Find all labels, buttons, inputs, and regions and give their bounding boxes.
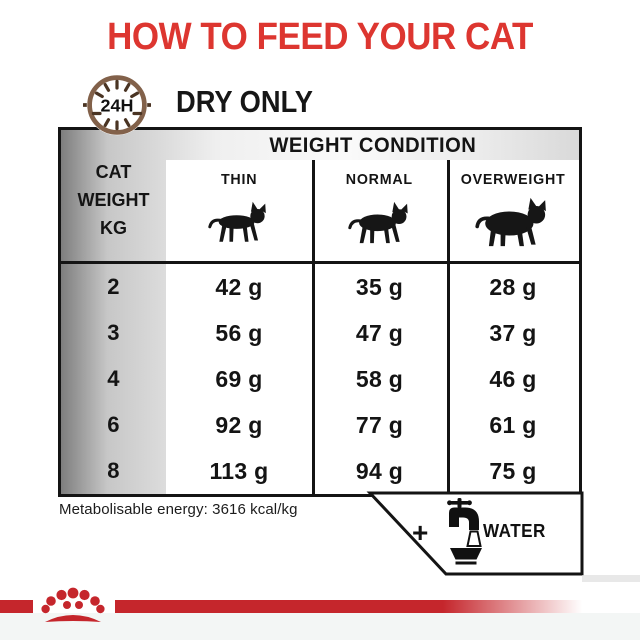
- column-divider-1: [312, 160, 315, 494]
- table-row: 3 56 g 47 g 37 g: [61, 310, 579, 356]
- dry-only-label: DRY ONLY: [176, 84, 313, 119]
- normal-ration-cell: 35 g: [355, 273, 404, 300]
- clock-24h-label: 24H: [101, 96, 134, 116]
- overweight-cat-icon: [475, 198, 546, 247]
- column-thin: THIN: [166, 160, 312, 261]
- plus-sign: +: [412, 517, 429, 548]
- table-body: 2 42 g 35 g 28 g 3 56 g 47 g 37 g 4 69 g…: [61, 264, 579, 494]
- column-normal: NORMAL: [312, 160, 447, 261]
- water-tap-icon: [447, 498, 482, 565]
- cat-weight-cell: 4: [107, 366, 120, 391]
- water-label: WATER: [483, 521, 546, 541]
- thin-ration-cell: 42 g: [215, 273, 263, 300]
- packaging-edge: [582, 575, 640, 582]
- page-title: HOW TO FEED YOUR CAT: [107, 16, 533, 58]
- cat-weight-cell: 8: [107, 458, 120, 483]
- normal-ration-cell: 47 g: [355, 319, 404, 346]
- table-row: 2 42 g 35 g 28 g: [61, 264, 579, 310]
- weight-condition-header: WEIGHT CONDITION: [268, 133, 477, 157]
- cat-weight-kg-header: CAT WEIGHT KG: [77, 162, 150, 238]
- overweight-ration-cell: 28 g: [489, 273, 537, 300]
- brand-crown-icon: [41, 587, 105, 622]
- feeding-table: WEIGHT CONDITION CAT WEIGHT KG THIN: [58, 127, 582, 497]
- table-row: 8 113 g 94 g 75 g: [61, 448, 579, 494]
- thin-ration-cell: 69 g: [215, 365, 263, 392]
- thin-ration-cell: 92 g: [215, 411, 263, 438]
- header-separator-line: [61, 261, 579, 264]
- cat-weight-cell: 6: [107, 412, 120, 437]
- thin-cat-icon: [208, 202, 266, 243]
- overweight-ration-cell: 61 g: [489, 411, 537, 438]
- cat-weight-cell: 2: [107, 274, 120, 299]
- cat-weight-cell: 3: [107, 320, 120, 345]
- overweight-ration-cell: 75 g: [489, 457, 537, 484]
- normal-ration-cell: 94 g: [355, 457, 404, 484]
- metabolisable-energy-note: Metabolisable energy: 3616 kcal/kg: [59, 501, 298, 518]
- footer-band: [0, 613, 640, 640]
- overweight-ration-cell: 37 g: [489, 319, 537, 346]
- normal-cat-icon: [347, 201, 408, 243]
- footer-red-bar-left: [0, 600, 33, 613]
- normal-ration-cell: 77 g: [355, 411, 404, 438]
- 24h-clock-icon: 24H: [83, 74, 151, 136]
- thin-ration-cell: 113 g: [209, 457, 269, 484]
- overweight-ration-cell: 46 g: [489, 365, 537, 392]
- column-overweight: OVERWEIGHT: [447, 160, 579, 261]
- water-callout-box: [366, 491, 584, 576]
- condition-column-headers: THIN: [166, 160, 579, 261]
- table-row: 4 69 g 58 g 46 g: [61, 356, 579, 402]
- normal-ration-cell: 58 g: [355, 365, 404, 392]
- footer-red-bar-right: [115, 600, 597, 613]
- column-divider-2: [447, 160, 450, 494]
- table-row: 6 92 g 77 g 61 g: [61, 402, 579, 448]
- thin-ration-cell: 56 g: [215, 319, 263, 346]
